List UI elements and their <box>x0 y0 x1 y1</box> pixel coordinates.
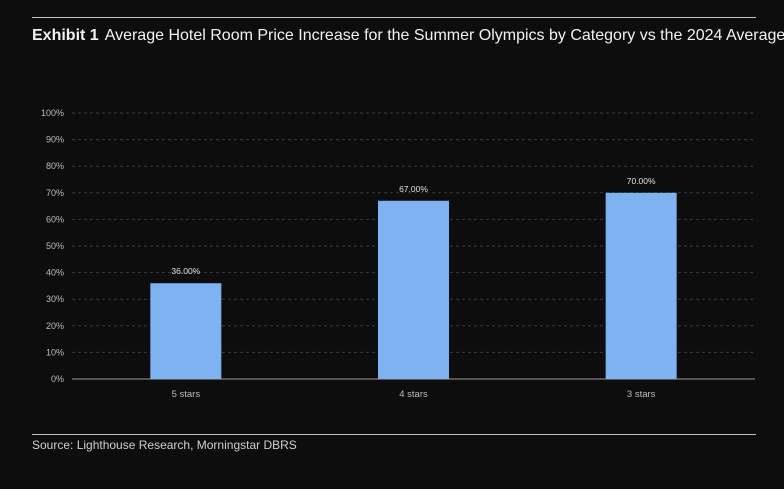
chart-title: Exhibit 1 Average Hotel Room Price Increa… <box>32 27 784 45</box>
y-tick-label: 50% <box>46 241 64 251</box>
data-label: 36.00% <box>171 266 200 276</box>
bar-4-stars <box>378 200 449 379</box>
source-note: Source: Lighthouse Research, Morningstar… <box>32 438 297 452</box>
y-tick-label: 20% <box>46 321 64 331</box>
data-label: 67.00% <box>399 184 428 194</box>
y-tick-label: 90% <box>46 135 64 145</box>
title-text: Average Hotel Room Price Increase for th… <box>104 27 784 44</box>
y-tick-label: 60% <box>46 214 64 224</box>
bar-5-stars <box>150 283 222 379</box>
y-tick-label: 80% <box>46 161 64 171</box>
x-tick-label: 3 stars <box>627 389 656 400</box>
data-label: 70.00% <box>627 176 656 186</box>
y-tick-label: 30% <box>46 294 64 304</box>
x-tick-label: 4 stars <box>399 389 428 400</box>
x-tick-label: 5 stars <box>172 389 201 400</box>
bottom-rule <box>32 434 756 435</box>
y-tick-label: 10% <box>46 347 64 357</box>
top-rule <box>32 17 756 18</box>
y-tick-label: 40% <box>46 268 64 278</box>
y-tick-label: 0% <box>51 374 64 384</box>
y-tick-label: 100% <box>41 108 64 118</box>
exhibit-label: Exhibit 1 <box>32 27 99 44</box>
bar-3-stars <box>605 192 677 379</box>
y-tick-label: 70% <box>46 188 64 198</box>
